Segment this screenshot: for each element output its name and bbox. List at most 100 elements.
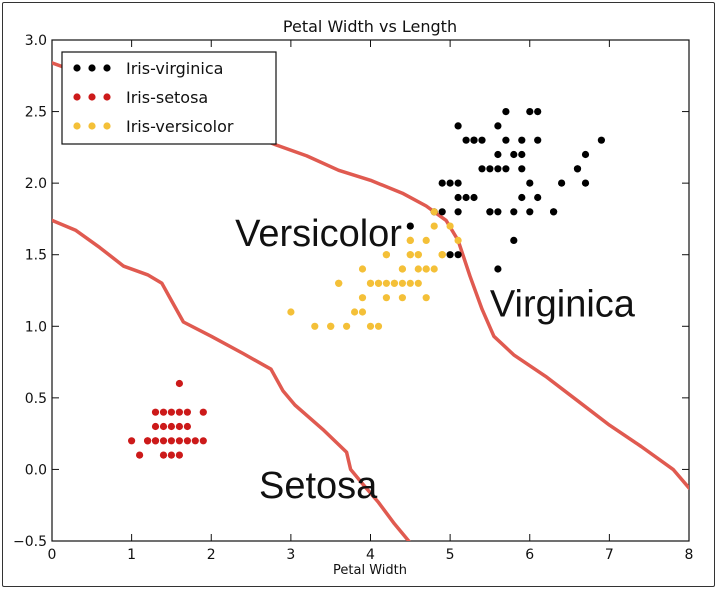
data-point-iris-setosa <box>159 422 168 431</box>
data-point-iris-setosa <box>151 408 160 416</box>
data-point-iris-setosa <box>183 408 191 416</box>
legend-label-iris-versicolor: Iris-versicolor <box>126 117 234 136</box>
data-point-iris-virginica <box>454 179 462 187</box>
data-point-iris-versicolor <box>390 279 398 287</box>
data-point-iris-virginica <box>573 165 582 173</box>
data-point-iris-virginica <box>462 136 470 144</box>
legend-marker-iris-virginica <box>88 64 96 72</box>
data-point-iris-virginica <box>454 251 462 259</box>
data-point-iris-versicolor <box>398 279 406 287</box>
data-point-iris-versicolor <box>430 222 438 230</box>
data-point-iris-versicolor <box>374 279 383 287</box>
data-point-iris-versicolor <box>422 294 430 302</box>
x-tick-label: 7 <box>605 547 614 563</box>
data-point-iris-versicolor <box>414 279 422 287</box>
data-point-iris-versicolor <box>438 251 446 259</box>
data-point-iris-versicolor <box>446 222 454 230</box>
virginica-label: Virginica <box>490 283 636 325</box>
data-point-iris-setosa <box>144 437 152 445</box>
data-point-iris-setosa <box>175 422 183 431</box>
data-point-iris-versicolor <box>358 308 367 316</box>
data-point-iris-versicolor <box>422 265 430 273</box>
data-point-iris-virginica <box>510 150 518 159</box>
data-point-iris-setosa <box>167 422 175 431</box>
data-point-iris-virginica <box>510 208 518 216</box>
data-point-iris-virginica <box>526 179 534 187</box>
data-point-iris-virginica <box>494 150 502 159</box>
x-tick-label: 3 <box>286 547 295 563</box>
y-tick-label: −0.5 <box>13 534 47 550</box>
y-tick-label: 2.0 <box>25 176 47 192</box>
data-point-iris-setosa <box>175 451 183 459</box>
lower-boundary <box>52 218 411 541</box>
y-tick-label: 3.0 <box>25 33 47 49</box>
data-point-iris-versicolor <box>414 251 422 259</box>
y-tick-label: 1.0 <box>25 319 47 335</box>
data-point-iris-virginica <box>446 251 454 259</box>
y-tick-label: 1.5 <box>25 248 47 264</box>
data-point-iris-setosa <box>199 408 207 416</box>
data-point-iris-versicolor <box>351 308 359 316</box>
y-tick-label: 0.5 <box>25 391 47 407</box>
data-point-iris-virginica <box>438 179 446 187</box>
x-tick-label: 0 <box>48 547 57 563</box>
data-point-iris-virginica <box>502 136 510 144</box>
data-point-iris-versicolor <box>366 279 375 287</box>
data-point-iris-virginica <box>486 165 494 173</box>
x-tick-label: 2 <box>207 547 216 563</box>
data-point-iris-virginica <box>550 208 558 216</box>
chart-title: Petal Width vs Length <box>283 17 457 36</box>
data-point-iris-versicolor <box>398 294 406 302</box>
data-point-iris-virginica <box>534 193 542 202</box>
versicolor-label: Versicolor <box>235 213 402 255</box>
data-point-iris-virginica <box>494 122 502 130</box>
data-point-iris-setosa <box>167 437 175 445</box>
data-point-iris-versicolor <box>406 236 414 244</box>
data-point-iris-versicolor <box>382 251 390 259</box>
x-tick-label: 8 <box>685 547 694 563</box>
data-point-iris-versicolor <box>398 265 406 273</box>
legend-label-iris-setosa: Iris-setosa <box>126 88 208 107</box>
data-point-iris-virginica <box>526 208 534 216</box>
data-point-iris-versicolor <box>358 265 367 273</box>
data-point-iris-virginica <box>581 150 590 159</box>
data-point-iris-versicolor <box>430 208 438 216</box>
data-point-iris-versicolor <box>358 294 367 302</box>
data-point-iris-virginica <box>518 193 526 202</box>
x-tick-label: 6 <box>525 547 534 563</box>
legend-marker-iris-virginica <box>103 64 111 72</box>
y-tick-label: 0.0 <box>25 462 47 478</box>
legend-marker-iris-setosa <box>103 93 111 101</box>
data-point-iris-versicolor <box>327 322 335 330</box>
data-point-iris-versicolor <box>366 322 375 330</box>
data-point-iris-setosa <box>136 451 144 459</box>
legend-marker-iris-setosa <box>73 93 81 101</box>
data-point-iris-virginica <box>534 136 542 144</box>
data-point-iris-versicolor <box>374 322 383 330</box>
data-point-iris-setosa <box>175 379 183 388</box>
data-point-iris-virginica <box>494 165 502 173</box>
data-point-iris-virginica <box>494 208 502 216</box>
data-point-iris-setosa <box>151 437 160 445</box>
data-point-iris-virginica <box>470 136 478 144</box>
data-point-iris-setosa <box>167 451 175 459</box>
x-tick-label: 1 <box>127 547 136 563</box>
data-point-iris-virginica <box>494 265 502 273</box>
data-point-iris-virginica <box>446 179 454 187</box>
data-point-iris-versicolor <box>414 265 422 273</box>
data-point-iris-virginica <box>462 193 470 202</box>
data-point-iris-versicolor <box>406 251 414 259</box>
data-point-iris-setosa <box>159 408 168 416</box>
legend-label-iris-virginica: Iris-virginica <box>126 59 223 78</box>
data-point-iris-virginica <box>502 108 510 116</box>
legend-marker-iris-versicolor <box>73 122 81 130</box>
data-point-iris-virginica <box>454 208 462 216</box>
data-point-iris-setosa <box>128 437 136 445</box>
data-point-iris-versicolor <box>430 265 438 273</box>
data-point-iris-versicolor <box>422 236 430 244</box>
x-tick-label: 5 <box>446 547 455 563</box>
data-point-iris-setosa <box>159 451 168 459</box>
data-point-iris-virginica <box>510 236 518 244</box>
legend-marker-iris-setosa <box>88 93 96 101</box>
